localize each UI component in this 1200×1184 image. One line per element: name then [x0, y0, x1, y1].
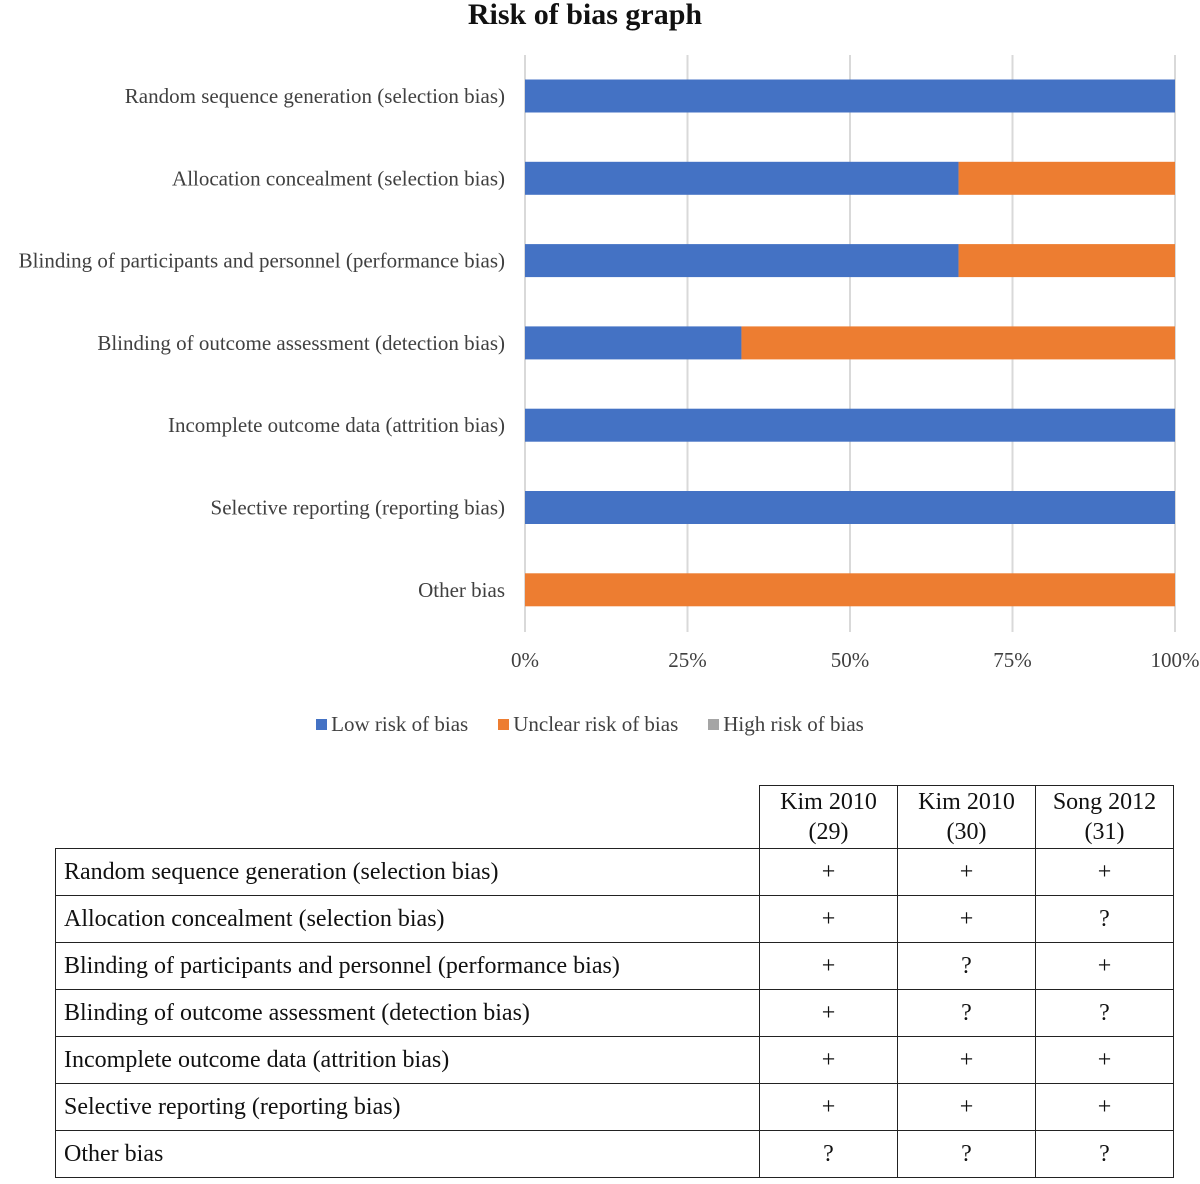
judgement-cell: + — [897, 1036, 1036, 1084]
category-label: Random sequence generation (selection bi… — [125, 84, 505, 108]
bar-segment — [958, 161, 1175, 195]
chart-legend: Low risk of bias Unclear risk of bias Hi… — [0, 712, 1180, 737]
legend-label-low: Low risk of bias — [331, 712, 469, 736]
judgement-cell: + — [759, 848, 898, 896]
domain-cell: Blinding of outcome assessment (detectio… — [55, 989, 760, 1037]
judgement-cell: + — [759, 1083, 898, 1131]
study-header: Song 2012 (31) — [1035, 785, 1174, 849]
judgement-cell: ? — [897, 942, 1036, 990]
legend-label-high: High risk of bias — [723, 712, 864, 736]
x-tick-label: 0% — [511, 648, 539, 672]
judgement-cell: + — [897, 848, 1036, 896]
category-label: Incomplete outcome data (attrition bias) — [168, 413, 505, 437]
category-label: Other bias — [418, 578, 505, 602]
category-label: Blinding of participants and personnel (… — [19, 249, 505, 273]
judgement-cell: + — [1035, 942, 1174, 990]
judgement-cell: ? — [1035, 895, 1174, 943]
judgement-cell: + — [1035, 1036, 1174, 1084]
judgement-cell: ? — [759, 1130, 898, 1178]
legend-item-low: Low risk of bias — [316, 712, 468, 737]
judgement-cell: + — [897, 1083, 1036, 1131]
judgement-cell: ? — [897, 1130, 1036, 1178]
study-ref: (31) — [1084, 819, 1125, 845]
x-tick-label: 25% — [668, 648, 707, 672]
bar-segment — [525, 161, 959, 195]
chart-title: Risk of bias graph — [468, 0, 703, 31]
judgement-cell: + — [897, 895, 1036, 943]
judgement-cell: + — [1035, 1083, 1174, 1131]
judgement-cell: ? — [897, 989, 1036, 1037]
legend-label-unclear: Unclear risk of bias — [513, 712, 679, 736]
judgement-cell: ? — [1035, 989, 1174, 1037]
bar-segment — [525, 408, 1175, 442]
legend-swatch-high — [708, 719, 720, 730]
table-row: Incomplete outcome data (attrition bias)… — [55, 1036, 1174, 1084]
table-corner — [56, 786, 760, 849]
judgement-cell: + — [759, 942, 898, 990]
judgement-cell: + — [759, 1036, 898, 1084]
table-header-row: Kim 2010 (29) Kim 2010 (30) Song 2012 (3… — [56, 785, 1174, 849]
study-ref: (29) — [808, 819, 849, 845]
table-row: Other bias ? ? ? — [55, 1130, 1174, 1178]
judgement-cell: + — [1035, 848, 1174, 896]
x-tick-label: 75% — [993, 648, 1032, 672]
study-name: Kim 2010 — [918, 789, 1015, 815]
study-ref: (30) — [946, 819, 987, 845]
study-name: Song 2012 — [1052, 789, 1157, 815]
table-row: Random sequence generation (selection bi… — [55, 848, 1174, 896]
legend-item-unclear: Unclear risk of bias — [498, 712, 678, 737]
x-tick-label: 50% — [831, 648, 870, 672]
study-header: Kim 2010 (30) — [897, 785, 1036, 849]
judgement-cell: + — [759, 895, 898, 943]
bar-segment — [525, 573, 1175, 607]
category-label: Blinding of outcome assessment (detectio… — [97, 331, 505, 355]
study-header: Kim 2010 (29) — [759, 785, 898, 849]
bar-segment — [741, 326, 1175, 360]
bar-segment — [958, 244, 1175, 278]
legend-item-high: High risk of bias — [708, 712, 864, 737]
domain-cell: Incomplete outcome data (attrition bias) — [55, 1036, 760, 1084]
judgement-cell: + — [759, 989, 898, 1037]
judgement-cell: ? — [1035, 1130, 1174, 1178]
legend-swatch-low — [316, 719, 328, 730]
x-tick-label: 100% — [1151, 648, 1200, 672]
bar-segment — [525, 244, 959, 278]
category-label: Selective reporting (reporting bias) — [211, 496, 505, 520]
bar-segment — [525, 326, 742, 360]
table-row: Allocation concealment (selection bias) … — [55, 895, 1174, 943]
category-label: Allocation concealment (selection bias) — [172, 166, 505, 190]
table-row: Selective reporting (reporting bias) + +… — [55, 1083, 1174, 1131]
bar-segment — [525, 491, 1175, 524]
risk-of-bias-table: Kim 2010 (29) Kim 2010 (30) Song 2012 (3… — [55, 785, 1174, 1178]
table-row: Blinding of outcome assessment (detectio… — [55, 989, 1174, 1037]
legend-swatch-unclear — [498, 719, 510, 730]
domain-cell: Allocation concealment (selection bias) — [55, 895, 760, 943]
risk-of-bias-chart: Risk of bias graph Random sequence gener… — [19, 0, 1200, 672]
study-name: Kim 2010 — [780, 789, 877, 815]
table-row: Blinding of participants and personnel (… — [55, 942, 1174, 990]
domain-cell: Blinding of participants and personnel (… — [55, 942, 760, 990]
domain-cell: Other bias — [55, 1130, 760, 1178]
domain-cell: Random sequence generation (selection bi… — [55, 848, 760, 896]
domain-cell: Selective reporting (reporting bias) — [55, 1083, 760, 1131]
bar-segment — [525, 79, 1175, 113]
